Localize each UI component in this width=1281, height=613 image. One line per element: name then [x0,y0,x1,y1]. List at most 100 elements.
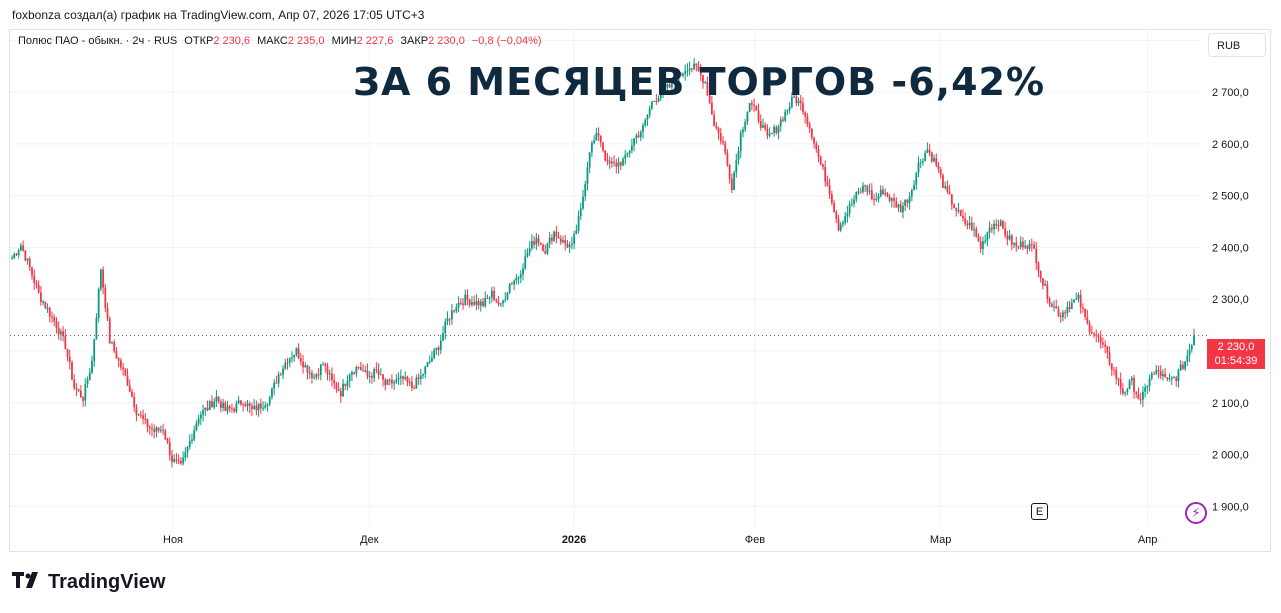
candle [395,374,398,384]
lightning-icon[interactable]: ⚡ [1185,502,1207,524]
candle [768,127,771,138]
candle [666,83,669,90]
candle [568,241,571,253]
candle [822,163,824,170]
candle [24,250,27,262]
candle [575,224,578,235]
candle [890,197,893,208]
candle [211,395,213,408]
candle [462,297,464,310]
candle [295,347,298,357]
candle [973,222,975,237]
candle [1026,244,1029,255]
candle [828,178,831,200]
candle [126,368,129,387]
candle [446,311,449,326]
low-value: 2 227,6 [356,35,394,47]
candle [506,291,509,301]
candle [193,425,196,442]
candle [946,180,949,195]
candle [157,427,160,433]
candle [559,235,562,245]
candle [364,365,367,373]
candle [111,341,113,345]
candle [39,285,42,306]
candle [746,111,749,126]
candle [617,157,620,174]
symbol-title[interactable]: Полюс ПАО - обыкн. · 2ч · RUS [18,35,178,47]
symbol-legend: Полюс ПАО - обыкн. · 2ч · RUS ОТКР2 230,… [18,35,542,47]
candle [1166,377,1169,382]
candle [775,125,778,135]
candle [1035,241,1038,270]
candle [777,124,780,140]
candle [399,369,402,386]
candle [482,297,484,308]
candle [1042,277,1044,290]
candle [393,379,396,390]
candle [1139,392,1142,405]
candle [71,360,73,381]
candle [1095,329,1098,343]
time-axis[interactable]: Ноя Дек 2026 Фев Мар Апр [163,534,1157,546]
candle [308,366,311,379]
candle [690,68,693,73]
candle [497,295,500,307]
candle [299,352,302,366]
candle [1181,361,1184,371]
candle [455,303,458,314]
candle [515,273,518,285]
time-tick-label: Фев [745,534,765,546]
candle [659,91,662,102]
candle [357,366,360,370]
price-tick-label: 2 500,0 [1212,191,1249,203]
time-tick-label: Апр [1138,534,1157,546]
candle [817,145,820,163]
candle [237,395,240,405]
candle [415,374,418,389]
candle [66,348,69,362]
candle [733,170,735,191]
candle [55,317,58,334]
candle [864,184,867,193]
candle [286,358,289,370]
candle [62,326,65,342]
candle [15,252,18,257]
candle [819,155,822,166]
candle [786,109,789,116]
candle [962,208,964,222]
candle [582,190,584,211]
candle [1046,280,1049,304]
candle [451,303,453,325]
candle [382,374,384,387]
candle [335,381,338,394]
candle [1159,365,1162,380]
candle [837,215,840,232]
candle [204,407,207,417]
candle [1157,365,1160,379]
candle [762,118,764,128]
currency-button[interactable]: RUB [1208,33,1266,57]
candle [411,375,413,392]
candle [664,82,667,92]
candle [844,211,847,226]
earnings-event-marker[interactable]: E [1031,503,1048,520]
candle [1133,375,1135,399]
candle [602,141,604,153]
candle [995,219,998,230]
candle [1044,279,1047,286]
change-value: −0,8 (−0,04%) [471,35,542,47]
candle [379,368,382,376]
candle [646,114,649,126]
candle [648,105,651,118]
candle [13,252,16,260]
candle [722,136,724,146]
candle [895,197,898,208]
candle [513,279,516,291]
candle [375,362,378,374]
price-tick-label: 2 100,0 [1212,398,1249,410]
candle [573,230,576,250]
candle [459,298,462,306]
candle [846,205,849,223]
candle [248,401,251,414]
